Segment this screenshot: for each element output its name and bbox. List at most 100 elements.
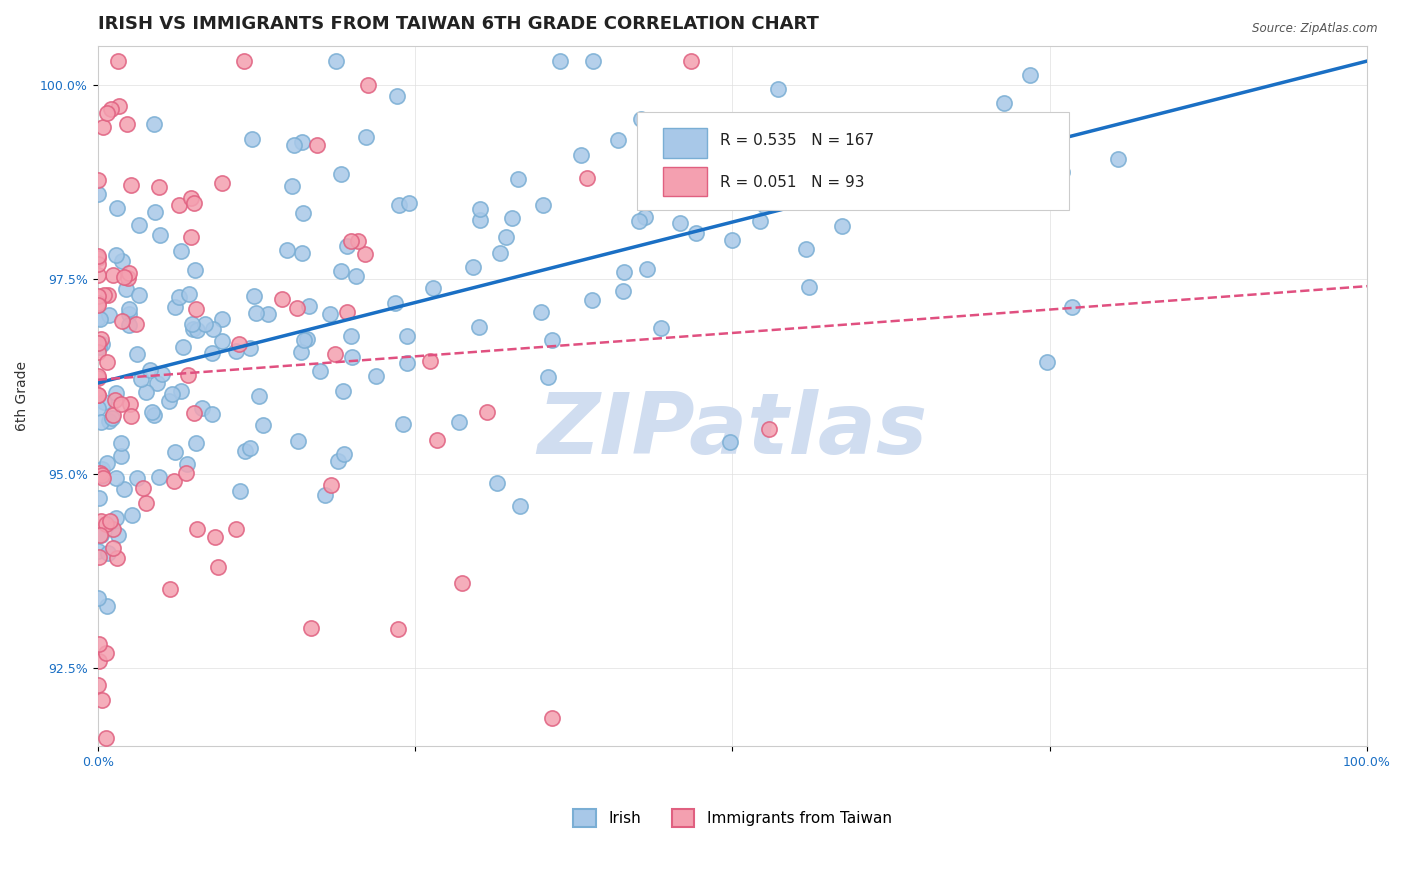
Immigrants from Taiwan xyxy=(87,388,110,402)
Irish xyxy=(97,414,120,428)
Irish xyxy=(87,544,110,558)
Irish xyxy=(110,435,132,450)
Irish xyxy=(211,334,233,348)
Irish xyxy=(194,317,217,331)
Irish xyxy=(129,371,152,385)
Text: ZIPatlas: ZIPatlas xyxy=(537,389,928,472)
Immigrants from Taiwan xyxy=(98,514,121,528)
Immigrants from Taiwan xyxy=(87,388,110,402)
Irish xyxy=(325,54,347,69)
Y-axis label: 6th Grade: 6th Grade xyxy=(15,360,30,431)
Immigrants from Taiwan xyxy=(207,559,229,574)
Irish xyxy=(319,307,342,321)
Irish xyxy=(163,445,186,459)
Irish xyxy=(280,178,302,193)
Irish xyxy=(148,469,170,483)
Irish xyxy=(669,216,692,230)
Immigrants from Taiwan xyxy=(93,287,115,301)
Immigrants from Taiwan xyxy=(419,353,441,368)
Immigrants from Taiwan xyxy=(94,731,117,745)
Irish xyxy=(340,351,363,365)
Irish xyxy=(235,444,257,458)
Immigrants from Taiwan xyxy=(575,171,598,186)
Immigrants from Taiwan xyxy=(180,230,202,244)
Irish xyxy=(581,293,603,307)
Irish xyxy=(89,312,111,326)
Irish xyxy=(283,138,305,153)
Immigrants from Taiwan xyxy=(117,270,139,285)
Irish xyxy=(328,454,350,468)
Irish xyxy=(180,317,202,331)
Immigrants from Taiwan xyxy=(96,647,118,661)
Immigrants from Taiwan xyxy=(135,496,157,510)
Irish xyxy=(530,305,553,319)
Immigrants from Taiwan xyxy=(758,422,780,436)
Irish xyxy=(160,387,183,401)
Immigrants from Taiwan xyxy=(319,478,342,492)
Immigrants from Taiwan xyxy=(387,622,409,636)
Irish xyxy=(150,367,173,381)
Irish xyxy=(768,82,790,96)
Irish xyxy=(794,242,817,256)
Irish xyxy=(97,546,120,560)
Immigrants from Taiwan xyxy=(91,692,114,706)
Irish xyxy=(569,148,592,162)
Immigrants from Taiwan xyxy=(118,266,141,280)
Irish xyxy=(149,227,172,242)
Irish xyxy=(468,320,491,334)
Irish xyxy=(172,341,194,355)
Irish xyxy=(501,211,523,226)
Irish xyxy=(468,202,491,216)
Immigrants from Taiwan xyxy=(285,301,308,315)
Irish xyxy=(225,343,247,358)
Irish xyxy=(541,333,564,347)
Immigrants from Taiwan xyxy=(183,406,205,420)
Immigrants from Taiwan xyxy=(541,711,564,725)
Irish xyxy=(90,415,112,429)
Irish xyxy=(287,434,309,448)
Immigrants from Taiwan xyxy=(103,408,125,422)
Immigrants from Taiwan xyxy=(186,522,208,536)
Irish xyxy=(468,213,491,227)
Immigrants from Taiwan xyxy=(94,516,117,531)
Immigrants from Taiwan xyxy=(339,234,361,248)
Immigrants from Taiwan xyxy=(87,344,110,359)
Irish xyxy=(422,280,444,294)
Irish xyxy=(398,195,420,210)
Irish xyxy=(290,344,312,359)
Irish xyxy=(291,245,314,260)
Irish xyxy=(1062,300,1084,314)
Irish xyxy=(366,368,388,383)
Immigrants from Taiwan xyxy=(120,409,142,424)
Immigrants from Taiwan xyxy=(183,196,205,211)
Irish xyxy=(114,282,136,296)
Irish xyxy=(842,132,865,146)
Irish xyxy=(87,310,110,325)
Irish xyxy=(96,456,118,470)
Irish xyxy=(118,302,141,317)
Irish xyxy=(396,356,419,370)
Bar xyxy=(662,128,707,158)
Immigrants from Taiwan xyxy=(451,575,474,590)
Immigrants from Taiwan xyxy=(87,368,110,383)
Irish xyxy=(104,247,127,261)
Irish xyxy=(167,290,190,304)
Irish xyxy=(243,289,266,303)
Irish xyxy=(1036,354,1059,368)
Irish xyxy=(582,54,605,69)
Irish xyxy=(356,129,378,144)
Irish xyxy=(396,328,419,343)
Immigrants from Taiwan xyxy=(305,138,328,153)
Irish xyxy=(797,280,820,294)
Immigrants from Taiwan xyxy=(426,433,449,447)
Irish xyxy=(630,112,652,127)
Immigrants from Taiwan xyxy=(87,296,110,310)
Irish xyxy=(536,369,558,384)
Irish xyxy=(384,295,406,310)
Irish xyxy=(550,54,572,69)
Irish xyxy=(176,458,198,472)
Immigrants from Taiwan xyxy=(225,522,247,536)
Immigrants from Taiwan xyxy=(167,198,190,212)
Irish xyxy=(98,308,121,322)
Immigrants from Taiwan xyxy=(111,314,134,328)
